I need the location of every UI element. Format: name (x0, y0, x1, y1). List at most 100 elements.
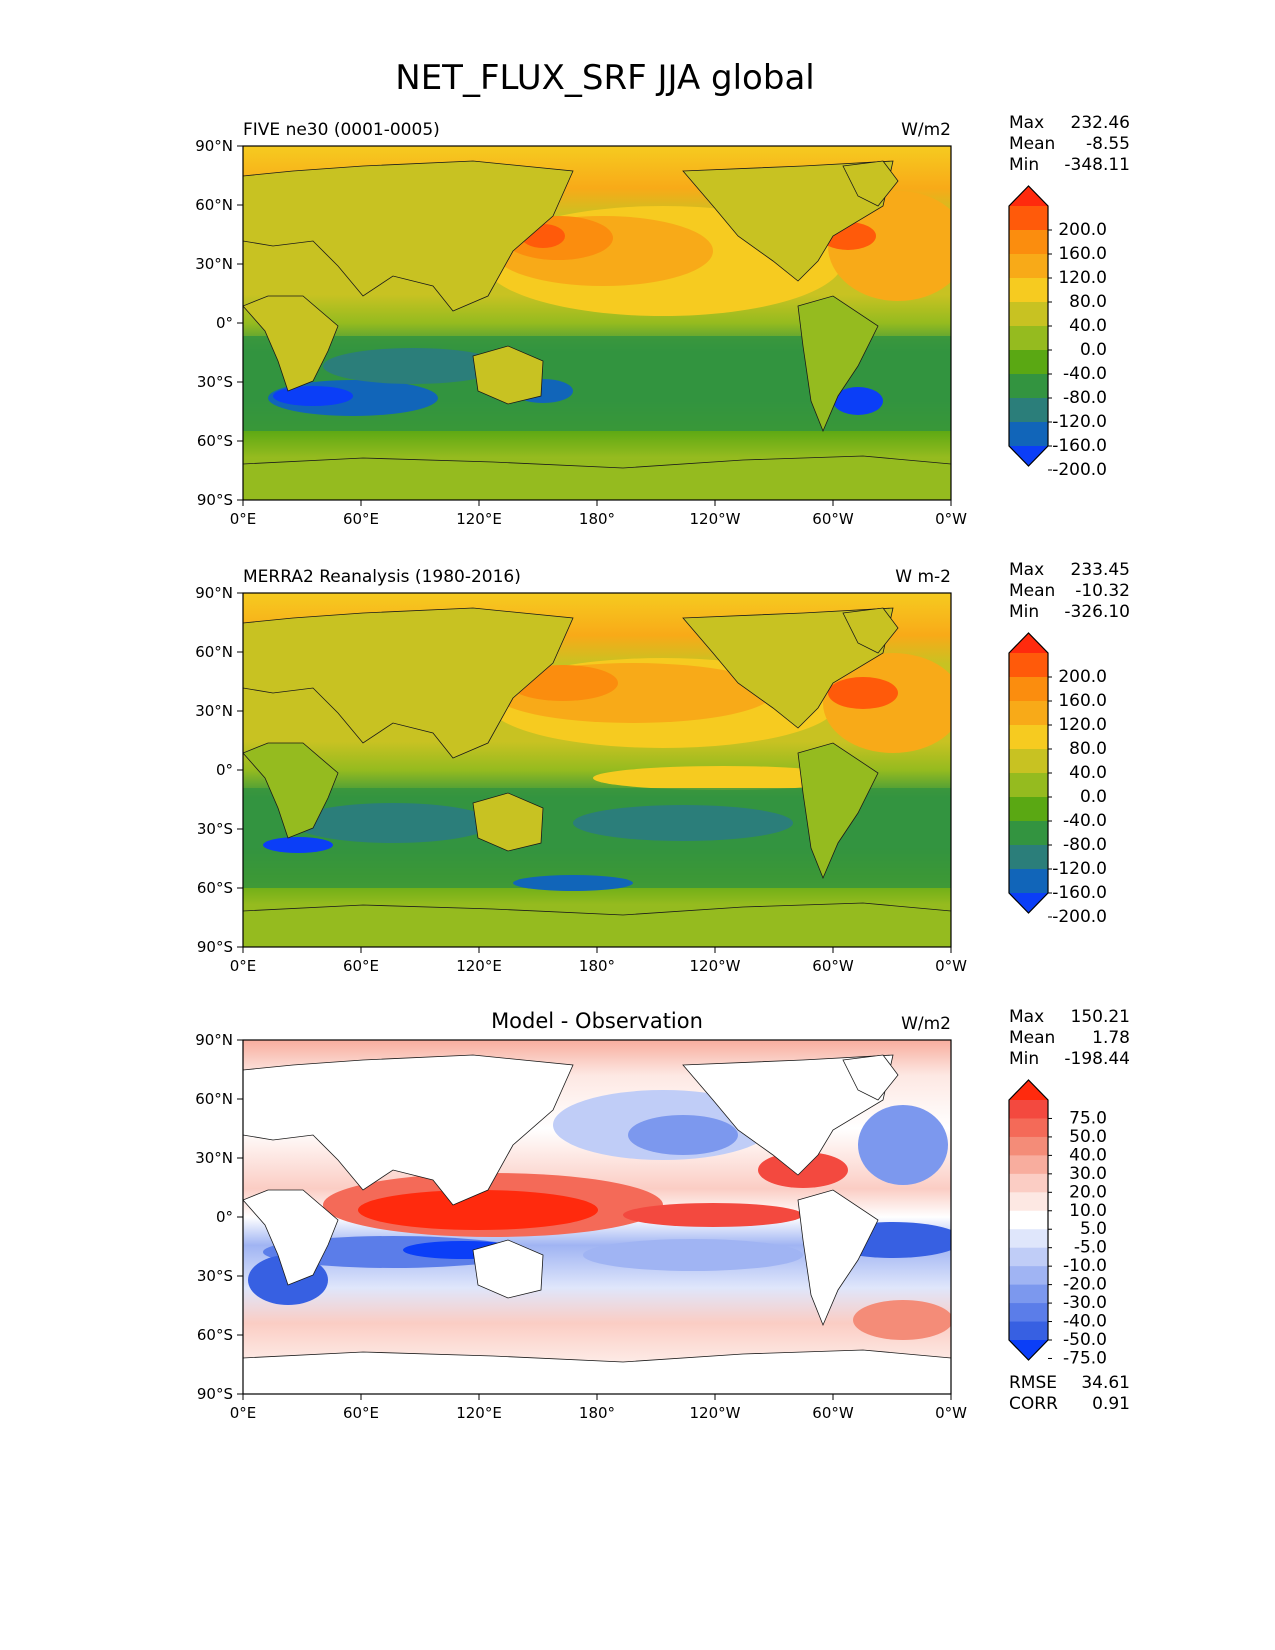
colorbar-segment (1009, 1210, 1048, 1230)
colorbar-level-label: 20.0 (1069, 1182, 1107, 1202)
colorbar-segment (1009, 1155, 1048, 1175)
colorbar-segment (1009, 797, 1048, 822)
colorbar-level-label: 40.0 (1069, 763, 1107, 783)
colorbar-level-label: -40.0 (1063, 1312, 1107, 1332)
lon-tick-label: 120°E (456, 957, 502, 975)
colorbar-extend-max (1009, 633, 1048, 653)
panel-3-australia (472, 1239, 544, 1299)
panel-3-lat-ticks: 90°N 60°N 30°N 0° 30°S 60°S 90°S (195, 1031, 243, 1403)
lat-tick-label: 30°S (197, 1267, 233, 1285)
colorbar-level-label: 200.0 (1058, 667, 1107, 687)
stat-mean-label: Mean (1009, 134, 1055, 154)
colorbar-level-label: 75.0 (1069, 1108, 1107, 1128)
lon-tick-label: 120°W (690, 957, 741, 975)
colorbar-segment (1009, 1173, 1048, 1193)
colorbar-segment (1009, 1192, 1048, 1212)
panel-2-lon-ticks: 0°E 60°E 120°E 180° 120°W 60°W 0°W (230, 947, 967, 975)
stat-mean-value: -10.32 (1075, 581, 1130, 601)
stat-min-value: -326.10 (1064, 602, 1130, 622)
colorbar-level-label: -160.0 (1052, 436, 1107, 456)
panel-3-lon-ticks: 0°E 60°E 120°E 180° 120°W 60°W 0°W (230, 1394, 967, 1422)
metric-rmse-label: RMSE (1009, 1373, 1057, 1393)
stat-max-value: 233.45 (1071, 560, 1130, 580)
lat-tick-label: 30°N (195, 702, 233, 720)
panel-3-north-atlantic-blue (858, 1105, 948, 1185)
lon-tick-label: 0°E (230, 510, 257, 528)
colorbar-segment (1009, 1136, 1048, 1156)
lon-tick-label: 120°W (690, 510, 741, 528)
panel-3-africa (243, 1189, 339, 1286)
colorbar-level-label: 80.0 (1069, 292, 1107, 312)
lat-tick-label: 30°S (197, 373, 233, 391)
colorbar-level-label: -30.0 (1063, 1293, 1107, 1313)
colorbar-segment (1009, 773, 1048, 798)
panel-1-eurasia (243, 160, 574, 312)
colorbar-level-label: 40.0 (1069, 316, 1107, 336)
colorbar-level-label: 200.0 (1058, 220, 1107, 240)
colorbar-level-label: -75.0 (1063, 1348, 1107, 1368)
colorbar-level-label: 160.0 (1058, 244, 1107, 264)
panel-3-units: W/m2 (901, 1014, 951, 1034)
panel-1-title-left: FIVE ne30 (0001-0005) (243, 120, 440, 140)
stat-min-label: Min (1009, 155, 1039, 175)
panel-2-map (243, 593, 951, 947)
panel-3-antarctica (243, 1349, 951, 1394)
metric-corr-value: 0.91 (1092, 1394, 1130, 1414)
panel-2-title-left: MERRA2 Reanalysis (1980-2016) (243, 567, 521, 587)
colorbar-extend-max (1009, 1080, 1048, 1100)
lon-tick-label: 0°E (230, 1404, 257, 1422)
lat-tick-label: 90°S (197, 1385, 233, 1403)
colorbar-level-label: 0.0 (1080, 787, 1107, 807)
colorbar-segment (1009, 1321, 1048, 1341)
colorbar-level-label: 0.0 (1080, 340, 1107, 360)
stat-max-label: Max (1009, 1007, 1044, 1027)
stat-min-label: Min (1009, 1049, 1039, 1069)
panel-3-eq-pacific-red (623, 1203, 803, 1227)
lat-tick-label: 0° (216, 761, 233, 779)
lon-tick-label: 120°E (456, 1404, 502, 1422)
colorbar-level-label: -200.0 (1052, 460, 1107, 480)
lat-tick-label: 60°N (195, 196, 233, 214)
lon-tick-label: 60°W (812, 1404, 854, 1422)
figure-title: NET_FLUX_SRF JJA global (395, 58, 814, 98)
colorbar-segment (1009, 1303, 1048, 1322)
metric-rmse-value: 34.61 (1081, 1373, 1130, 1393)
panel-3-greenland (842, 1054, 899, 1101)
colorbar-segment (1009, 302, 1048, 327)
lon-tick-label: 180° (579, 1404, 615, 1422)
lat-tick-label: 90°S (197, 938, 233, 956)
colorbar-level-label: -50.0 (1063, 1330, 1107, 1350)
colorbar-level-label: -5.0 (1074, 1238, 1107, 1258)
panel-3-eurasia (243, 1054, 574, 1206)
colorbar-segment (1009, 350, 1048, 375)
colorbar-segment (1009, 1266, 1048, 1286)
lon-tick-label: 120°E (456, 510, 502, 528)
stat-min-label: Min (1009, 602, 1039, 622)
stat-max-label: Max (1009, 560, 1044, 580)
panel-2-southern-blue (513, 875, 633, 891)
panel-1-antarctica (243, 455, 951, 500)
lat-tick-label: 60°S (197, 1326, 233, 1344)
colorbar-segment (1009, 1229, 1048, 1249)
colorbar-segment (1009, 701, 1048, 726)
colorbar-level-label: -200.0 (1052, 907, 1107, 927)
panel-2-eurasia (243, 607, 574, 759)
colorbar-segment (1009, 326, 1048, 351)
panel-1-africa (243, 295, 339, 392)
colorbar-level-label: 50.0 (1069, 1127, 1107, 1147)
colorbar-segment (1009, 398, 1048, 423)
lat-tick-label: 30°N (195, 1149, 233, 1167)
panel-1-south-indian-core (273, 386, 353, 406)
colorbar-level-label: -120.0 (1052, 859, 1107, 879)
colorbar-segment (1009, 422, 1048, 447)
panel-3-title-center: Model - Observation (491, 1009, 703, 1033)
colorbar-segment (1009, 653, 1048, 678)
panel-2: MERRA2 Reanalysis (1980-2016) W m-2 90°N… (195, 567, 967, 975)
panel-2-side: Max 233.45 Mean -10.32 Min -326.10 200.0 160.0 1… (1008, 560, 1130, 927)
colorbar-segment (1009, 725, 1048, 750)
lat-tick-label: 30°N (195, 255, 233, 273)
colorbar-level-label: -40.0 (1063, 364, 1107, 384)
colorbar-segment (1009, 845, 1048, 870)
